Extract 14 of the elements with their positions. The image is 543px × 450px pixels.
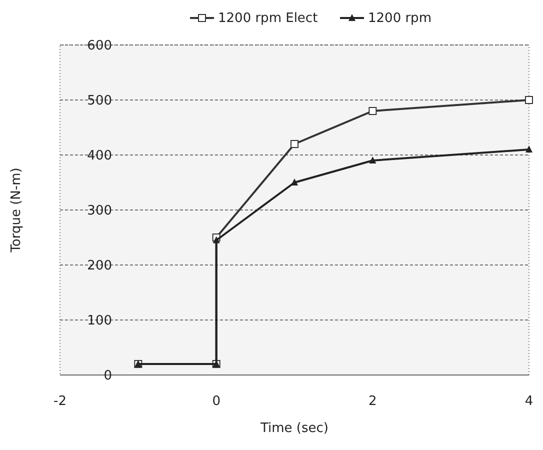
- y-tick-label: 400: [87, 148, 112, 164]
- legend-label: 1200 rpm: [368, 11, 432, 26]
- x-tick-label: -2: [54, 394, 66, 409]
- legend-label: 1200 rpm Elect: [218, 11, 318, 26]
- y-axis-title: Torque (N-m): [9, 168, 24, 254]
- y-tick-label: 100: [87, 314, 112, 329]
- x-tick-label: 2: [368, 394, 377, 409]
- y-tick-label: 200: [87, 258, 112, 274]
- x-tick-label: 0: [212, 394, 220, 409]
- x-tick-label: 4: [524, 394, 534, 409]
- y-tick-label: 600: [87, 38, 112, 54]
- y-tick-label: 500: [87, 94, 112, 109]
- y-tick-label: 300: [87, 204, 112, 219]
- x-axis-title: Time (sec): [259, 421, 329, 436]
